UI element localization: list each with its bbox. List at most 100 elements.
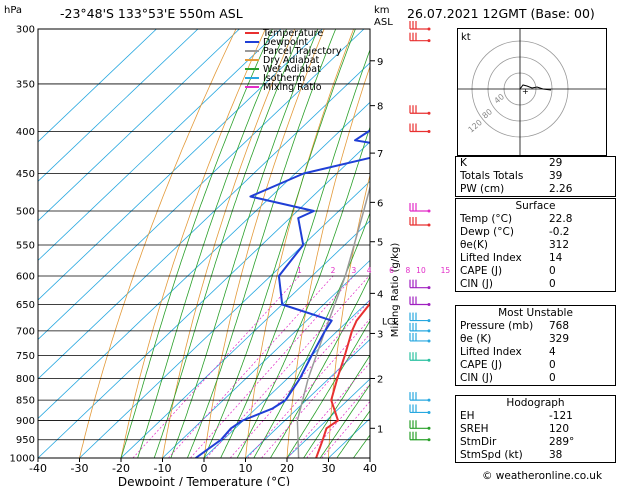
pressure-tick-label: 950 xyxy=(16,435,35,446)
chart-location-title: -23°48'S 133°53'E 550m ASL xyxy=(60,6,243,21)
mixing-ratio-line xyxy=(190,275,355,458)
pressure-tick-label: 900 xyxy=(16,416,35,427)
km-tick-label: 6 xyxy=(377,198,383,209)
pressure-tick-label: 500 xyxy=(16,207,35,218)
wind-barb xyxy=(409,312,431,323)
isotherm-line xyxy=(203,299,370,458)
isotherm-line xyxy=(38,29,282,261)
hodograph-plot: kt 40 80 120 + xyxy=(457,28,607,156)
wind-barb-dot xyxy=(427,111,431,115)
wind-barb xyxy=(409,332,431,343)
asl-axis-label: ASL xyxy=(374,17,393,28)
unstable-row: Pressure (mb) 768 xyxy=(460,320,570,332)
mixing-ratio-label: 10 xyxy=(416,266,426,275)
wind-barb-dot xyxy=(427,329,431,333)
pressure-tick-label: 700 xyxy=(16,326,35,337)
hodo-row: StmDir 289° xyxy=(460,436,575,448)
chart-datetime: 26.07.2021 12GMT (Base: 00) xyxy=(407,6,595,21)
temperature-tick-label: -30 xyxy=(71,462,89,475)
mixing-ratio-label: 6 xyxy=(389,266,394,275)
temperature-tick-label: 0 xyxy=(201,462,208,475)
wet-adiabat-line xyxy=(319,383,370,458)
hodo-trace xyxy=(519,84,552,91)
mixing-ratio-line xyxy=(321,400,370,458)
wind-barb-dot xyxy=(427,39,431,43)
surface-table: Surface Temp (°C) 22.8 Dewp (°C) -0.2 θe(K… xyxy=(455,198,616,292)
unstable-row: CIN (J) 0 xyxy=(460,372,556,384)
mixing-ratio-label: 8 xyxy=(405,266,410,275)
temperature-tick-label: -40 xyxy=(29,462,47,475)
wet-adiabat-line xyxy=(153,29,303,458)
mixing-ratio-axis-label: Mixing Ratio (g/kg) xyxy=(390,243,401,338)
temperature-tick-label: 30 xyxy=(322,462,336,475)
wind-barb xyxy=(409,296,431,307)
isotherm-line xyxy=(38,62,370,380)
hodograph-table: Hodograph EH -121 SREH 120 StmDir 289° StmS… xyxy=(455,395,616,463)
index-row-totals: Totals Totals 39 xyxy=(460,170,563,182)
wind-barb xyxy=(409,404,431,414)
surface-row: Lifted Index 14 xyxy=(460,252,563,264)
mixing-ratio-label: 2 xyxy=(331,266,336,275)
wind-barb-dot xyxy=(427,398,431,402)
legend-entry: Dewpoint xyxy=(263,37,308,48)
pressure-tick-label: 800 xyxy=(16,374,35,385)
legend-entry: Isotherm xyxy=(263,73,305,84)
hodograph-title: Hodograph xyxy=(506,397,565,409)
mixing-ratio-label: 4 xyxy=(367,266,372,275)
isotherm-line xyxy=(38,141,370,458)
wind-barb-dot xyxy=(427,209,431,213)
wind-barb-dot xyxy=(427,27,431,31)
temperature-line xyxy=(315,300,370,458)
index-row-k: K 29 xyxy=(460,157,563,169)
pressure-tick-label: 550 xyxy=(16,240,35,251)
wind-barb-dot xyxy=(427,426,431,430)
wet-adiabat-line xyxy=(353,434,370,458)
x-axis-title: Dewpoint / Temperature (°C) xyxy=(118,475,290,486)
isotherm-line xyxy=(79,180,370,458)
dry-adiabat-line xyxy=(286,65,370,458)
hodo-row: StmSpd (kt) 38 xyxy=(460,449,563,461)
isotherm-line xyxy=(245,338,370,458)
km-tick-label: 5 xyxy=(377,238,383,249)
temperature-tick-label: 20 xyxy=(280,462,294,475)
mixing-ratio-line xyxy=(306,383,370,458)
km-tick-label: 9 xyxy=(377,57,383,68)
wind-barb xyxy=(409,420,431,430)
temperature-tick-label: -20 xyxy=(112,462,130,475)
wind-barb xyxy=(409,352,431,362)
legend-entry: Dry Adiabat xyxy=(263,55,320,66)
wind-barb xyxy=(409,322,431,333)
dewpoint-line xyxy=(195,129,370,458)
wind-barb xyxy=(409,216,431,227)
pressure-tick-label: 600 xyxy=(16,271,35,282)
y-axis-unit-label: hPa xyxy=(4,5,22,16)
isotherm-line xyxy=(38,29,323,301)
wind-barb xyxy=(409,392,431,402)
plot-area xyxy=(38,29,370,458)
most-unstable-table: Most Unstable Pressure (mb) 768 θe (K) 329… xyxy=(455,305,616,386)
pressure-tick-label: 350 xyxy=(16,79,35,90)
surface-row: CAPE (J) 0 xyxy=(460,265,556,277)
isotherm-line xyxy=(38,29,157,143)
wind-barb xyxy=(409,105,431,115)
legend-entry: Wet Adiabat xyxy=(263,64,321,75)
mixing-ratio-line xyxy=(168,275,334,458)
wind-barb xyxy=(409,123,431,134)
wind-barb-dot xyxy=(427,438,431,442)
wind-barb xyxy=(409,21,431,31)
surface-row: θe(K) 312 xyxy=(460,239,570,251)
hodograph-unit-label: kt xyxy=(461,32,471,43)
pressure-tick-label: 400 xyxy=(16,127,35,138)
km-tick-label: 8 xyxy=(377,102,383,113)
mixing-ratio-line xyxy=(229,299,370,458)
legend-entry: Parcel Trajectory xyxy=(263,46,342,57)
km-tick-label: 4 xyxy=(377,289,383,300)
km-tick-label: 1 xyxy=(377,424,383,435)
pressure-tick-label: 850 xyxy=(16,396,35,407)
wind-barb-dot xyxy=(427,286,431,290)
unstable-row: θe (K) 329 xyxy=(460,333,570,345)
temperature-tick-label: -10 xyxy=(154,462,172,475)
km-tick-label: 7 xyxy=(377,149,383,160)
wet-adiabat-line xyxy=(303,354,370,458)
wet-adiabat-line xyxy=(286,319,370,458)
